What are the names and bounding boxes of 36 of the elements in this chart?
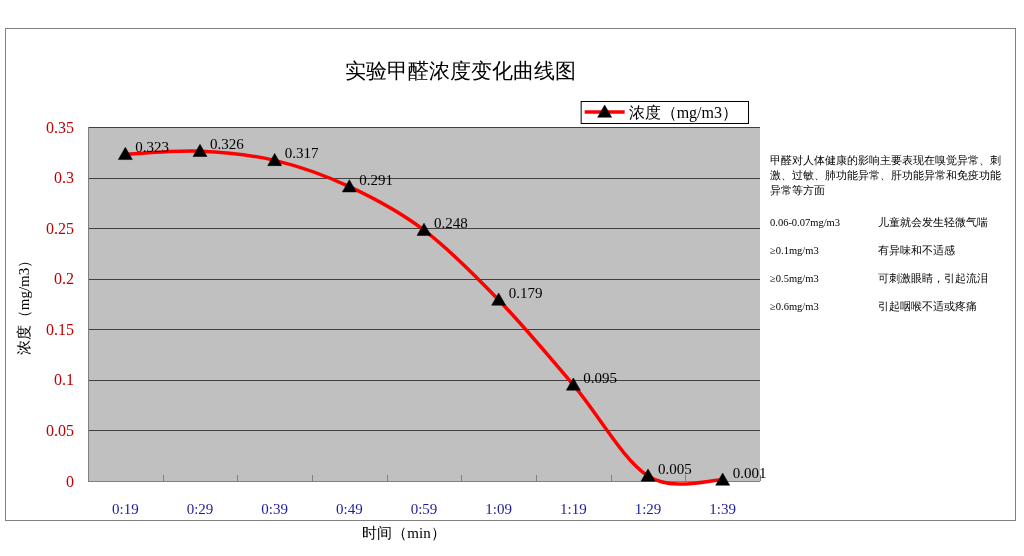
x-tick-label: 1:39 xyxy=(709,501,736,517)
y-tick-label: 0.35 xyxy=(46,118,74,136)
y-tick-label: 0.3 xyxy=(54,169,74,187)
x-tick-label: 0:59 xyxy=(410,501,438,517)
text: 引起咽喉不适或疼痛 xyxy=(878,300,977,312)
x-tick-label: 0:49 xyxy=(336,501,363,517)
x-tick-label: 1:09 xyxy=(485,501,512,517)
data-label: 0.317 xyxy=(284,145,319,162)
y-tick-label: 0.1 xyxy=(54,371,74,389)
y-axis-title: 浓度（mg/m3） xyxy=(16,252,32,356)
data-label: 0.001 xyxy=(732,464,767,481)
text: 甲醛对人体健康的影响主要表现在嗅觉异常、刺激、过敏、肺功能异常、肝功能异常和免疫功能异常等方面 xyxy=(770,154,1001,196)
text: ≥0.1mg/m3 xyxy=(770,244,819,256)
x-axis-title: 时间（min） xyxy=(362,525,446,541)
data-label: 0.326 xyxy=(210,136,245,153)
y-tick-label: 0.05 xyxy=(46,421,74,439)
chart-title: 实验甲醛浓度变化曲线图 xyxy=(344,58,576,82)
x-tick-label: 1:29 xyxy=(634,501,662,517)
x-tick-label: 1:19 xyxy=(560,501,587,517)
y-tick-label: 0.2 xyxy=(54,270,74,288)
x-tick-label: 0:29 xyxy=(186,501,214,517)
text: 可刺激眼睛，引起流泪 xyxy=(878,272,988,284)
data-label: 0.179 xyxy=(508,284,543,301)
text: 有异味和不适感 xyxy=(878,244,955,256)
text: 儿童就会发生轻微气喘 xyxy=(878,216,988,228)
x-tick-label: 0:39 xyxy=(261,501,288,517)
text: ≥0.5mg/m3 xyxy=(770,272,819,284)
data-label: 0.005 xyxy=(658,460,692,477)
y-tick-label: 0.25 xyxy=(46,219,74,237)
legend-label: 浓度（mg/m3） xyxy=(628,103,738,122)
data-label: 0.248 xyxy=(434,215,468,232)
y-tick-label: 0.15 xyxy=(46,320,74,338)
x-tick-label: 0:19 xyxy=(112,501,139,517)
y-tick-label: 0 xyxy=(66,472,74,490)
text: ≥0.6mg/m3 xyxy=(770,300,819,312)
text: 0.06-0.07mg/m3 xyxy=(770,216,840,228)
